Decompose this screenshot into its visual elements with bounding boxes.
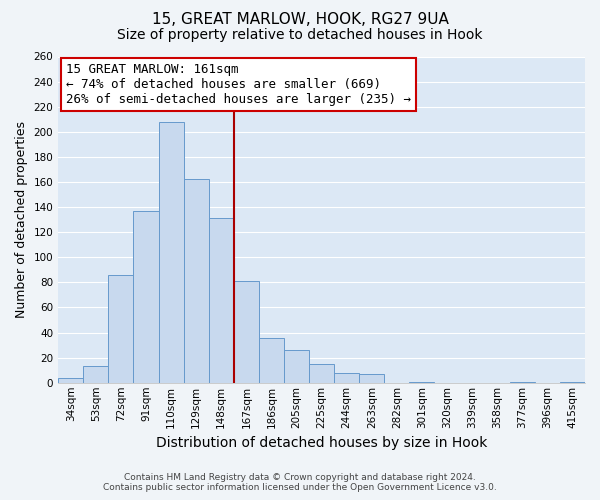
Bar	[58, 378, 83, 383]
Bar	[158, 122, 184, 383]
Bar	[83, 366, 109, 383]
Bar	[334, 372, 359, 383]
Bar	[510, 382, 535, 383]
Bar	[560, 382, 585, 383]
Text: Contains HM Land Registry data © Crown copyright and database right 2024.
Contai: Contains HM Land Registry data © Crown c…	[103, 473, 497, 492]
Bar	[133, 211, 158, 383]
Bar	[209, 218, 234, 383]
Bar	[359, 374, 385, 383]
Bar	[284, 350, 309, 383]
Text: Size of property relative to detached houses in Hook: Size of property relative to detached ho…	[117, 28, 483, 42]
X-axis label: Distribution of detached houses by size in Hook: Distribution of detached houses by size …	[156, 436, 487, 450]
Text: 15, GREAT MARLOW, HOOK, RG27 9UA: 15, GREAT MARLOW, HOOK, RG27 9UA	[152, 12, 448, 28]
Bar	[234, 281, 259, 383]
Text: 15 GREAT MARLOW: 161sqm
← 74% of detached houses are smaller (669)
26% of semi-d: 15 GREAT MARLOW: 161sqm ← 74% of detache…	[66, 63, 411, 106]
Bar	[184, 180, 209, 383]
Bar	[109, 275, 133, 383]
Bar	[259, 338, 284, 383]
Y-axis label: Number of detached properties: Number of detached properties	[15, 121, 28, 318]
Bar	[409, 382, 434, 383]
Bar	[309, 364, 334, 383]
